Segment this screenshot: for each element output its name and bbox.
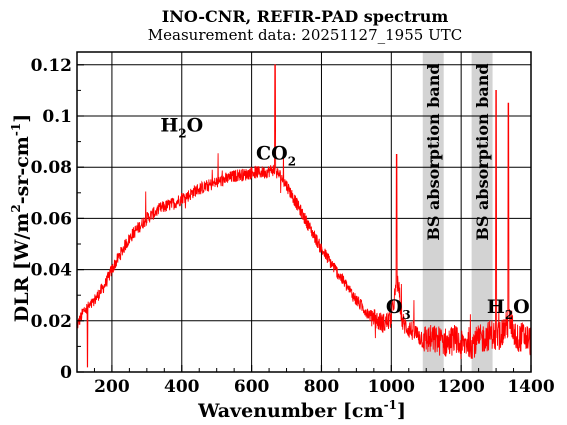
y-axis-label-p3: -1: [9, 123, 23, 136]
annotations-layer: BS absorption band BS absorption bandH2OC…: [160, 63, 529, 322]
y-tick-label-0: 0: [60, 363, 72, 383]
y-tick-label-3: 0.06: [31, 209, 72, 229]
y-tick-label-1: 0.02: [31, 312, 72, 332]
y-tick-label-5: 0.1: [42, 107, 72, 127]
x-tick-label-5: 1200: [437, 377, 484, 397]
x-axis-label-end: ]: [397, 400, 406, 422]
x-tick-label-6: 1400: [507, 377, 554, 397]
y-ticks: 0 0.02 0.04 0.06 0.08 0.1 0.12: [31, 56, 84, 383]
annotation-0-tail: O: [187, 114, 204, 136]
band-label-1: BS absorption band: [473, 63, 492, 240]
y-axis-label-p4: ]: [11, 114, 33, 123]
x-tick-label-2: 600: [234, 377, 270, 397]
annotation-1-main: CO: [256, 143, 288, 165]
annotation-3-sub: 2: [505, 308, 513, 322]
annotation-3-tail: O: [513, 296, 530, 318]
annotation-3-main: H: [487, 296, 505, 318]
absorption-band-1: [471, 52, 493, 372]
x-tick-label-3: 800: [304, 377, 340, 397]
y-tick-label-2: 0.04: [31, 261, 73, 281]
y-axis-label-p0: DLR [W/m: [11, 213, 33, 323]
x-tick-label-1: 400: [164, 377, 200, 397]
grid-layer: [77, 52, 531, 372]
annotation-3: H2O: [487, 296, 530, 322]
x-tick-label-0: 200: [94, 377, 130, 397]
annotation-0: H2O: [160, 114, 203, 140]
y-tick-label-6: 0.12: [31, 56, 72, 76]
annotation-0-main: H: [160, 114, 178, 136]
bands-layer: [422, 52, 493, 372]
band-label-0: BS absorption band: [424, 63, 443, 240]
annotation-1: CO2: [256, 143, 296, 169]
y-axis-label-p2: -sr-cm: [11, 136, 33, 204]
y-axis-label: DLR [W/m2-sr-cm-1]: [9, 114, 33, 322]
y-axis-label-p1: 2: [9, 204, 23, 212]
x-axis-label: Wavenumber [cm-1]: [197, 398, 406, 422]
x-axis-label-sup: -1: [384, 398, 397, 412]
annotation-2-main: O: [386, 296, 403, 318]
chart-subtitle: Measurement data: 20251127_1955 UTC: [148, 26, 462, 44]
series-layer: [76, 64, 532, 368]
x-tick-label-4: 1000: [368, 377, 415, 397]
x-ticks: 200 400 600 800 1000 1200 1400: [76, 365, 555, 397]
chart-title: INO-CNR, REFIR-PAD spectrum: [162, 7, 449, 26]
annotation-2: O3: [386, 296, 411, 322]
annotation-1-sub: 2: [288, 155, 296, 169]
annotation-2-sub: 3: [402, 308, 410, 322]
spectrum-series-line: [76, 64, 532, 368]
y-tick-label-4: 0.08: [31, 158, 72, 178]
absorption-band-0: [422, 52, 444, 372]
x-axis-label-main: Wavenumber [cm: [197, 400, 384, 422]
annotation-0-sub: 2: [178, 126, 186, 140]
